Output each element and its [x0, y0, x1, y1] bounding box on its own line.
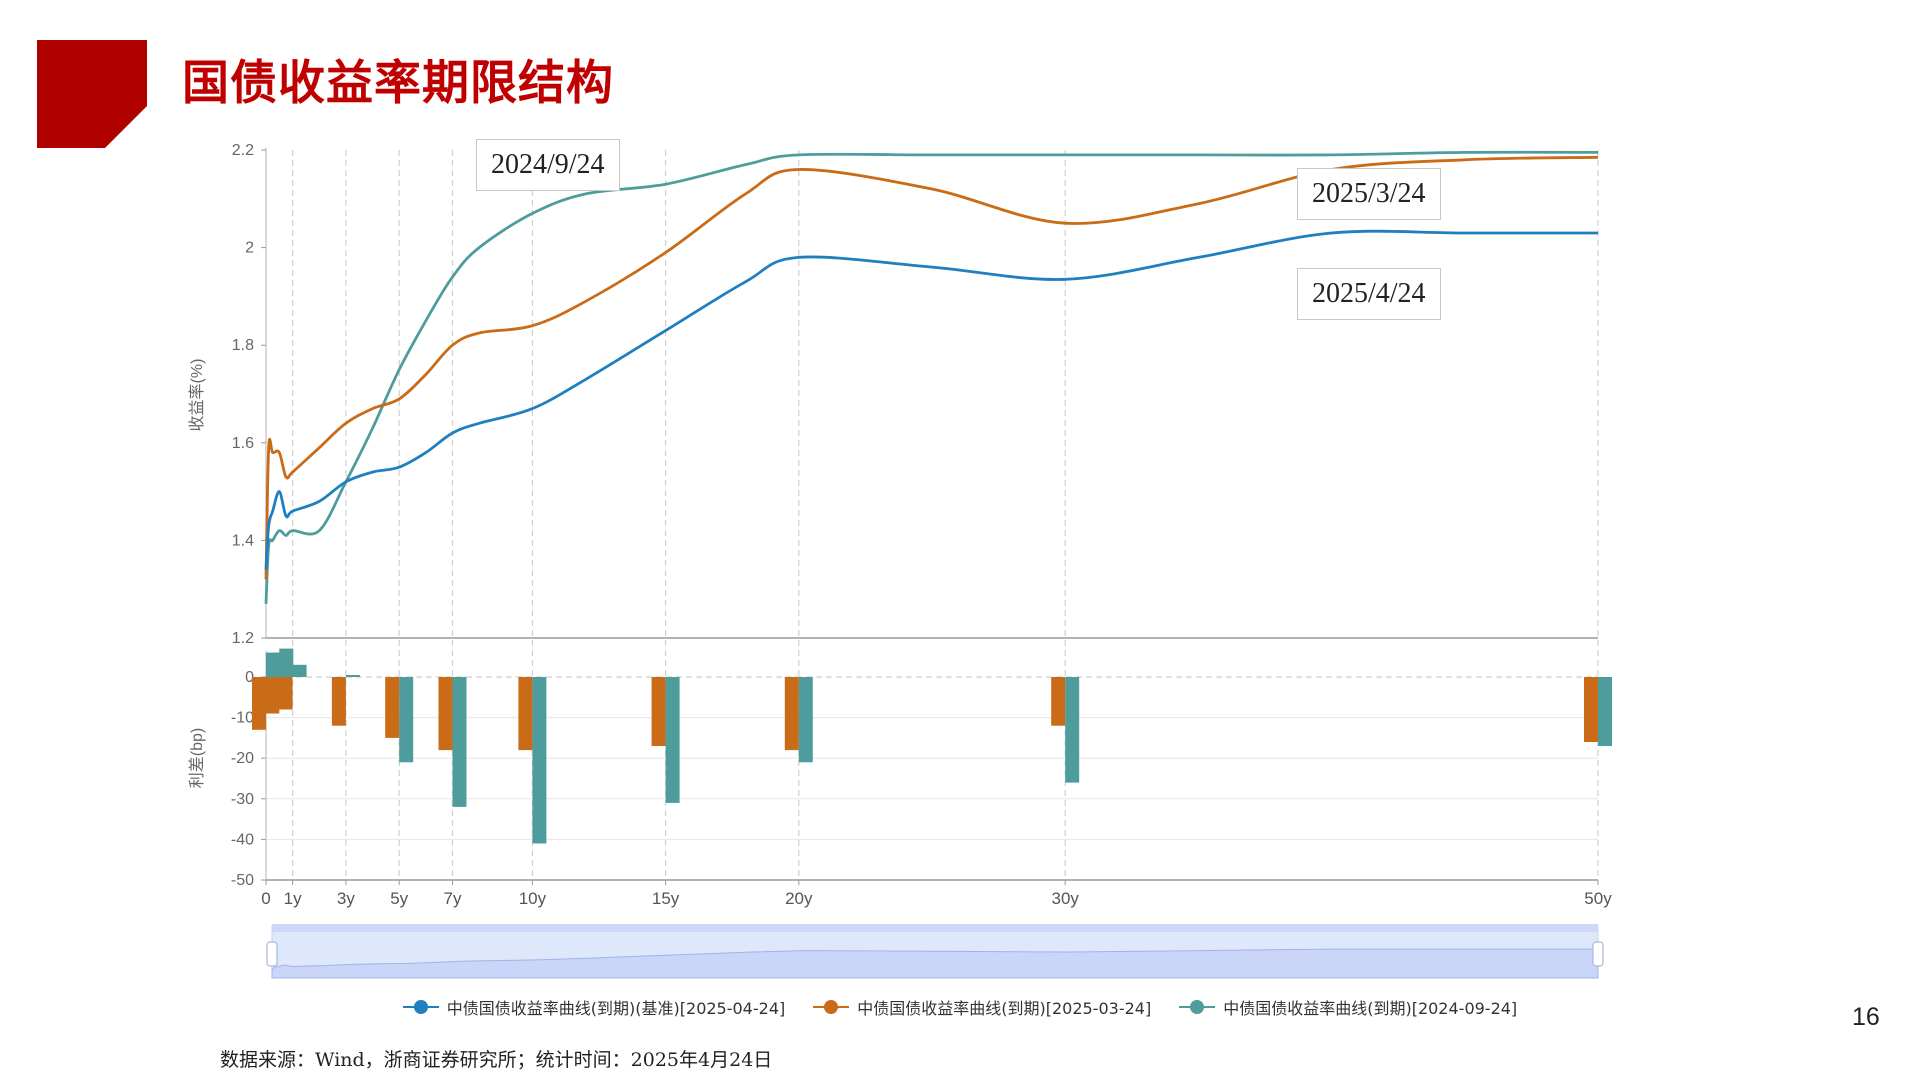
- series-line-2025-03-24: [264, 155, 1599, 580]
- spread-bar-vs-2024-09-24: [532, 677, 547, 844]
- x-tick-label: 1y: [284, 889, 302, 908]
- spread-bar-vs-2025-03-24: [438, 677, 453, 751]
- header-accent-block: [37, 40, 147, 148]
- x-tick-label: 30y: [1051, 889, 1079, 908]
- legend-marker: [1179, 1000, 1216, 1014]
- y-tick-label: 1.2: [232, 630, 254, 647]
- spread-bar-vs-2025-03-24: [518, 677, 533, 751]
- y-tick-label: 2.2: [232, 142, 254, 159]
- y-tick-label: 1.4: [232, 532, 254, 549]
- spread-bar-vs-2024-09-24: [345, 675, 360, 677]
- spread-bar-vs-2025-03-24: [1584, 677, 1598, 742]
- x-tick-label: 3y: [337, 889, 355, 908]
- annotation-2024-09-24: 2024/9/24: [476, 139, 620, 191]
- spread-bar-vs-2025-03-24: [278, 677, 293, 710]
- x-tick-label: 5y: [390, 889, 408, 908]
- legend-label: 中债国债收益率曲线(到期)[2024-09-24]: [1223, 999, 1518, 1018]
- spread-bar-vs-2024-09-24: [292, 664, 307, 677]
- zoom-slider: [266, 924, 1604, 979]
- series-line-2024-09-24: [264, 150, 1599, 604]
- spread-bar-panel: 0 -10 -20 -30 -40 -50 利差(bp) 0 1y 3y 5y 7y 10y 15y 20y…: [188, 648, 1612, 908]
- y-tick-label: 2: [245, 240, 254, 257]
- legend-label: 中债国债收益率曲线(到期)[2025-03-24]: [857, 999, 1152, 1018]
- spread-bar-vs-2024-09-24: [1065, 677, 1080, 783]
- source-note: 数据来源：Wind，浙商证券研究所；统计时间：2025年4月24日: [220, 1049, 773, 1071]
- y-tick-label: -30: [231, 791, 254, 808]
- legend-marker: [402, 1000, 439, 1014]
- y-tick-label: 1.6: [232, 435, 254, 452]
- spread-bar-vs-2024-09-24: [452, 677, 467, 807]
- zoom-handle-left[interactable]: [266, 941, 278, 967]
- header-accent-shape: [37, 40, 147, 148]
- legend-label: 中债国债收益率曲线(到期)(基准)[2025-04-24]: [446, 999, 786, 1018]
- spread-bar-vs-2024-09-24: [798, 677, 813, 763]
- x-tick-label: 10y: [519, 889, 547, 908]
- legend-item-2025-04-24[interactable]: 中债国债收益率曲线(到期)(基准)[2025-04-24]: [402, 995, 786, 1019]
- y-axis-title: 利差(bp): [188, 728, 206, 788]
- annotation-2025-03-24: 2025/3/24: [1297, 168, 1441, 220]
- spread-bar-vs-2025-03-24: [331, 677, 346, 726]
- x-tick-label: 0: [261, 889, 270, 908]
- y-tick-label: -10: [231, 710, 254, 727]
- spread-bar-vs-2025-03-24: [784, 677, 799, 751]
- legend-item-2025-03-24[interactable]: 中债国债收益率曲线(到期)[2025-03-24]: [813, 995, 1151, 1019]
- y-tick-label: -20: [231, 750, 254, 767]
- spread-bar-vs-2024-09-24: [399, 677, 414, 763]
- spread-bar-vs-2025-03-24: [651, 677, 666, 746]
- x-tick-label: 7y: [443, 889, 461, 908]
- x-tick-label: 15y: [652, 889, 680, 908]
- y-tick-label: 1.8: [232, 337, 254, 354]
- y-axis-title: 收益率(%): [188, 359, 206, 432]
- spread-bar-vs-2024-09-24: [1598, 677, 1612, 746]
- y-tick-label: 0: [245, 669, 254, 686]
- spread-bar-vs-2024-09-24: [279, 648, 294, 677]
- spread-bar-vs-2025-03-24: [265, 677, 280, 714]
- spread-bar-vs-2025-03-24: [385, 677, 400, 738]
- zoom-preview-area: [271, 948, 1599, 979]
- annotation-2025-04-24: 2025/4/24: [1297, 268, 1441, 320]
- line-chart-panel: 1.2 1.4 1.6 1.8 2 2.2 收益率(%): [188, 142, 1599, 880]
- legend-marker: [813, 1000, 850, 1014]
- x-tick-label: 50y: [1584, 889, 1612, 908]
- page-number: 16: [1852, 1003, 1880, 1031]
- y-tick-label: -50: [231, 872, 254, 889]
- page-title: 国债收益率期限结构: [182, 56, 614, 111]
- spread-bar-vs-2024-09-24: [665, 677, 680, 803]
- x-tick-label: 20y: [785, 889, 813, 908]
- zoom-handle-right[interactable]: [1592, 941, 1604, 967]
- spread-bar-vs-2025-03-24: [1051, 677, 1066, 726]
- y-tick-label: -40: [231, 831, 254, 848]
- series-line-2025-04-24: [264, 229, 1598, 570]
- zoom-drag-bar[interactable]: [272, 924, 1598, 932]
- chart-legend: 中债国债收益率曲线(到期)(基准)[2025-04-24] 中债国债收益率曲线(…: [330, 995, 1590, 1019]
- legend-item-2024-09-24[interactable]: 中债国债收益率曲线(到期)[2024-09-24]: [1179, 995, 1517, 1019]
